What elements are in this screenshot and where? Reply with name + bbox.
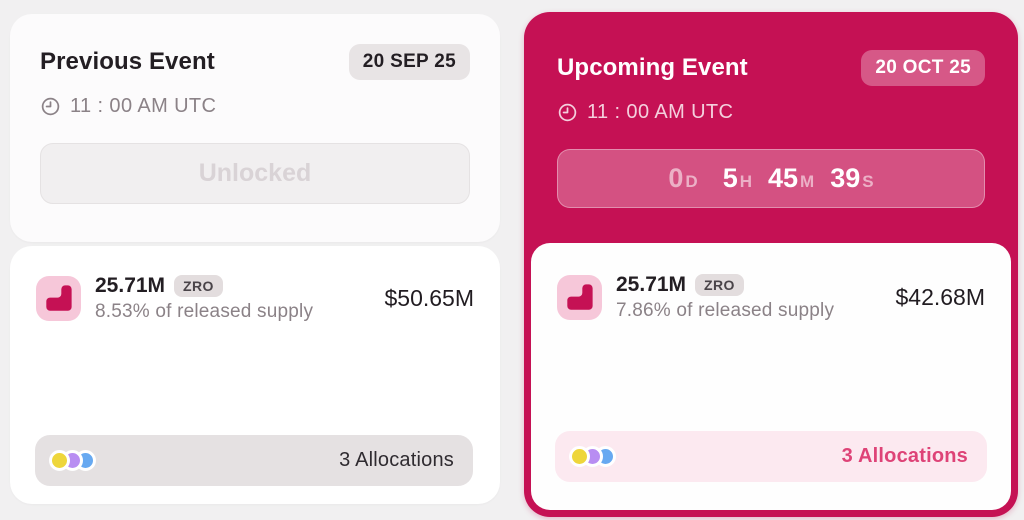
upcoming-event-title: Upcoming Event	[557, 54, 748, 81]
upcoming-unlock-text: 25.71M ZRO 7.86% of released supply	[616, 273, 895, 322]
upcoming-event-time-row: 11 : 00 AM UTC	[557, 101, 985, 124]
upcoming-unlock-amount: 25.71M	[616, 273, 687, 296]
previous-event-date-badge: 20 SEP 25	[348, 44, 470, 80]
allocation-avatars	[569, 446, 616, 467]
clock-icon	[557, 102, 578, 123]
previous-unlock-text: 25.71M ZRO 8.53% of released supply	[95, 274, 384, 323]
clock-icon	[40, 96, 61, 117]
upcoming-allocations-bar[interactable]: 3 Allocations	[555, 431, 987, 482]
upcoming-unlock-value: $42.68M	[895, 284, 985, 310]
allocation-avatars	[49, 450, 96, 471]
previous-unlock-value: $50.65M	[384, 285, 474, 311]
token-symbol-badge: ZRO	[695, 274, 744, 296]
allocation-dot-yellow-icon	[49, 450, 70, 471]
token-symbol-badge: ZRO	[174, 275, 223, 297]
upcoming-supply-note: 7.86% of released supply	[616, 300, 835, 321]
previous-supply-note: 8.53% of released supply	[95, 301, 314, 322]
upcoming-event-header: Upcoming Event 20 OCT 25	[557, 50, 985, 86]
upcoming-unlock-row: 25.71M ZRO 7.86% of released supply $42.…	[557, 273, 985, 322]
previous-event-details-card: 25.71M ZRO 8.53% of released supply $50.…	[10, 246, 500, 504]
previous-event-card: Previous Event 20 SEP 25 11 : 00 AM UTC …	[10, 14, 500, 242]
upcoming-event-card: Upcoming Event 20 OCT 25 11 : 00 AM UTC …	[524, 12, 1018, 517]
previous-event-header: Previous Event 20 SEP 25	[40, 44, 470, 80]
previous-event-time: 11 : 00 AM UTC	[70, 95, 217, 117]
upcoming-event-time: 11 : 00 AM UTC	[587, 101, 734, 123]
upcoming-event-date-badge: 20 OCT 25	[861, 50, 985, 86]
previous-unlock-amount: 25.71M	[95, 274, 166, 297]
previous-allocations-bar[interactable]: 3 Allocations	[35, 435, 473, 486]
countdown-minutes: 45 M	[768, 163, 815, 193]
previous-event-title: Previous Event	[40, 48, 215, 75]
upcoming-event-details-panel: 25.71M ZRO 7.86% of released supply $42.…	[531, 243, 1011, 510]
unlocked-status-button[interactable]: Unlocked	[40, 143, 470, 204]
allocation-dot-yellow-icon	[569, 446, 590, 467]
upcoming-allocations-label: 3 Allocations	[841, 445, 968, 467]
previous-allocations-label: 3 Allocations	[339, 449, 454, 471]
countdown-seconds: 39 S	[830, 163, 874, 193]
zro-token-icon	[557, 275, 602, 320]
previous-unlock-row: 25.71M ZRO 8.53% of released supply $50.…	[36, 274, 474, 323]
previous-event-time-row: 11 : 00 AM UTC	[40, 95, 470, 118]
zro-token-icon	[36, 276, 81, 321]
